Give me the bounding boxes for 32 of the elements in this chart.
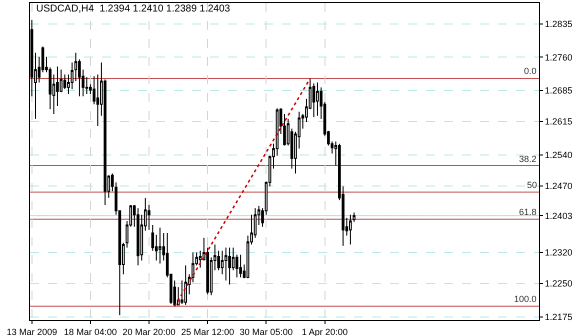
annotation: 100.0 bbox=[514, 294, 537, 304]
candlestick bbox=[312, 82, 316, 118]
y-tick-label: 1.2250 bbox=[544, 278, 572, 289]
x-tick-label: 18 Mar 04:00 bbox=[64, 326, 117, 336]
candlestick bbox=[136, 208, 140, 266]
annotation: 61.8 bbox=[519, 207, 537, 217]
candlestick bbox=[349, 214, 352, 246]
annotation: 0.0 bbox=[524, 66, 537, 76]
annotation: 50 bbox=[527, 180, 538, 190]
x-tick-label: 25 Mar 12:00 bbox=[181, 326, 234, 336]
candlestick bbox=[184, 264, 188, 306]
candlestick bbox=[70, 62, 74, 90]
candlestick bbox=[63, 74, 66, 90]
y-tick-label: 1.2175 bbox=[544, 312, 572, 322]
chart-title: USDCAD,H4 1.2394 1.2410 1.2389 1.2403 bbox=[36, 4, 231, 15]
annotation: 38.2 bbox=[519, 154, 537, 164]
candlestick bbox=[224, 247, 228, 281]
y-tick-label: 1.2615 bbox=[544, 116, 572, 127]
y-tick-label: 1.2835 bbox=[544, 19, 572, 30]
x-tick-label: 20 Mar 20:00 bbox=[122, 326, 176, 336]
y-tick-label: 1.2470 bbox=[544, 181, 572, 192]
candlestick bbox=[228, 247, 231, 285]
y-tick-label: 1.2403 bbox=[544, 210, 572, 221]
x-tick-label: 30 Mar 05:00 bbox=[240, 326, 293, 336]
x-tick-label: 13 Mar 2009 bbox=[6, 326, 58, 336]
y-tick-label: 1.2685 bbox=[544, 86, 572, 96]
candlestick bbox=[158, 227, 162, 264]
y-tick-label: 1.2760 bbox=[544, 52, 572, 62]
candlestick bbox=[239, 254, 242, 278]
y-tick-label: 1.2320 bbox=[544, 248, 572, 258]
candlestick bbox=[316, 82, 319, 116]
y-tick-label: 1.2540 bbox=[544, 150, 572, 160]
